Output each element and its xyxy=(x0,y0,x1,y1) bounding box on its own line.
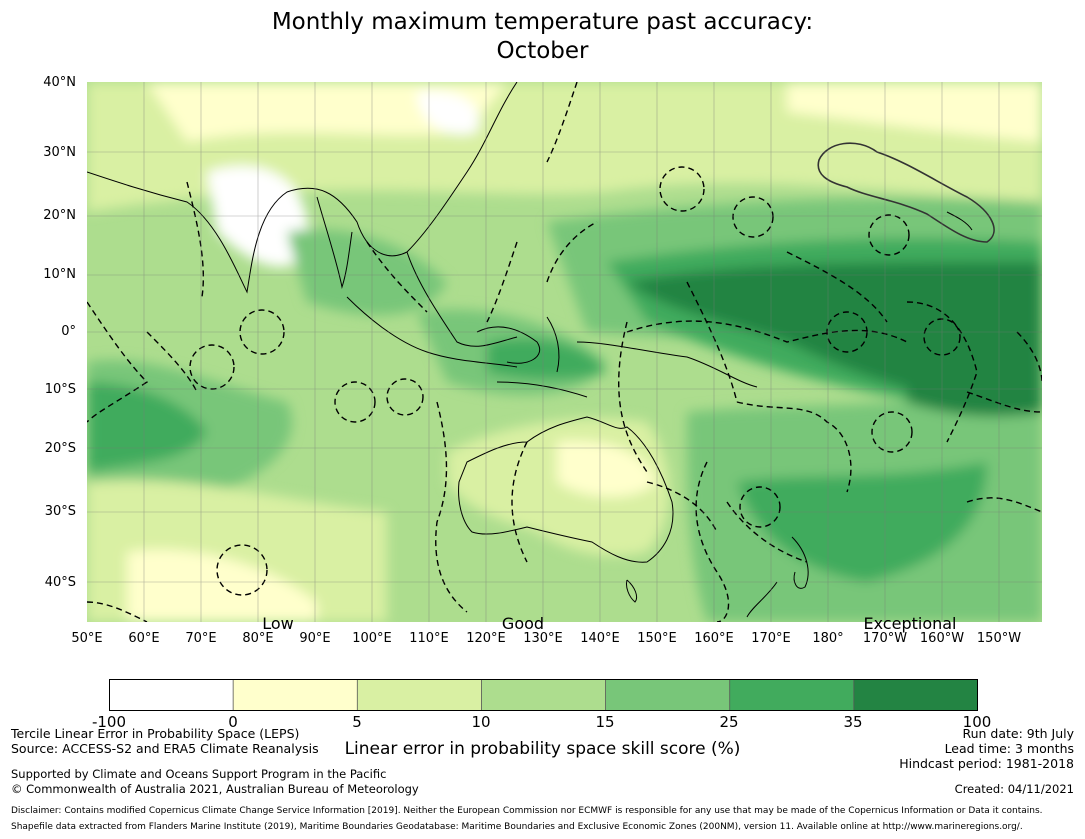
shapefile-text: Shapefile data extracted from Flanders M… xyxy=(11,822,1023,832)
colorbar-tick: 5 xyxy=(352,713,362,731)
run-date: Run date: 9th July xyxy=(962,726,1074,741)
colorbar-border xyxy=(109,679,978,711)
colorbar-swatch xyxy=(853,679,978,711)
hindcast-period: Hindcast period: 1981-2018 xyxy=(899,756,1074,771)
colorbar-swatch xyxy=(233,679,358,711)
colorbar-swatch xyxy=(481,679,607,711)
lon-label: 150°E xyxy=(637,631,677,646)
lon-label: 90°E xyxy=(299,631,331,646)
lon-label: 160°W xyxy=(919,631,965,646)
skill-map xyxy=(87,82,1042,622)
colorbar-tick: 25 xyxy=(719,713,739,731)
lon-label: 150°W xyxy=(976,631,1022,646)
colorbar-swatch xyxy=(729,679,855,711)
page-title: Monthly maximum temperature past accurac… xyxy=(0,8,1085,66)
lon-label: 160°E xyxy=(694,631,734,646)
colorbar xyxy=(109,679,978,711)
skill-field xyxy=(87,82,1042,622)
lon-label: 170°E xyxy=(751,631,791,646)
lon-label: 130°E xyxy=(523,631,563,646)
colorbar-tick: 35 xyxy=(843,713,863,731)
lat-label: 30°N xyxy=(43,145,76,160)
lon-label: 60°E xyxy=(128,631,160,646)
method-text: Tercile Linear Error in Probability Spac… xyxy=(11,726,300,741)
lon-label: 170°W xyxy=(862,631,908,646)
colorbar-tick: 10 xyxy=(471,713,491,731)
lat-label: 20°N xyxy=(43,208,76,223)
colorbar-tick: 15 xyxy=(595,713,615,731)
lat-label: 40°N xyxy=(43,75,76,90)
lat-label: 0° xyxy=(61,324,76,339)
skill-label-good: Good xyxy=(501,614,545,633)
skill-label-exceptional: Exceptional xyxy=(863,614,957,633)
title-line-1: Monthly maximum temperature past accurac… xyxy=(271,9,814,35)
lon-label: 180° xyxy=(812,631,844,646)
colorbar-swatch xyxy=(605,679,731,711)
grid-lines xyxy=(87,82,1042,622)
lon-label: 100°E xyxy=(352,631,392,646)
lat-label: 40°S xyxy=(44,575,76,590)
support-text: Supported by Climate and Oceans Support … xyxy=(11,767,387,781)
colorbar-swatch xyxy=(109,679,234,711)
created-date: Created: 04/11/2021 xyxy=(954,782,1074,796)
lon-label: 140°E xyxy=(580,631,620,646)
lat-label: 10°S xyxy=(44,382,76,397)
title-line-2: October xyxy=(496,38,589,64)
colorbar-swatch xyxy=(357,679,482,711)
lon-label: 80°E xyxy=(242,631,274,646)
lat-label: 20°S xyxy=(44,441,76,456)
lon-label: 70°E xyxy=(185,631,217,646)
colorbar-tick: 0 xyxy=(228,713,238,731)
lat-label: 30°S xyxy=(44,504,76,519)
lead-time: Lead time: 3 months xyxy=(944,741,1074,756)
copyright-text: © Commonwealth of Australia 2021, Austra… xyxy=(11,782,419,796)
colorbar-tick: 100 xyxy=(962,713,992,731)
lon-label: 50°E xyxy=(71,631,103,646)
disclaimer-text: Disclaimer: Contains modified Copernicus… xyxy=(11,806,1043,816)
colorbar-tick: -100 xyxy=(91,713,127,731)
skill-label-low: Low xyxy=(262,614,294,633)
colorbar-label: Linear error in probability space skill … xyxy=(344,739,741,759)
lat-label: 10°N xyxy=(43,267,76,282)
lon-label: 110°E xyxy=(409,631,449,646)
lon-label: 120°E xyxy=(466,631,506,646)
source-text: Source: ACCESS-S2 and ERA5 Climate Reana… xyxy=(11,741,319,756)
